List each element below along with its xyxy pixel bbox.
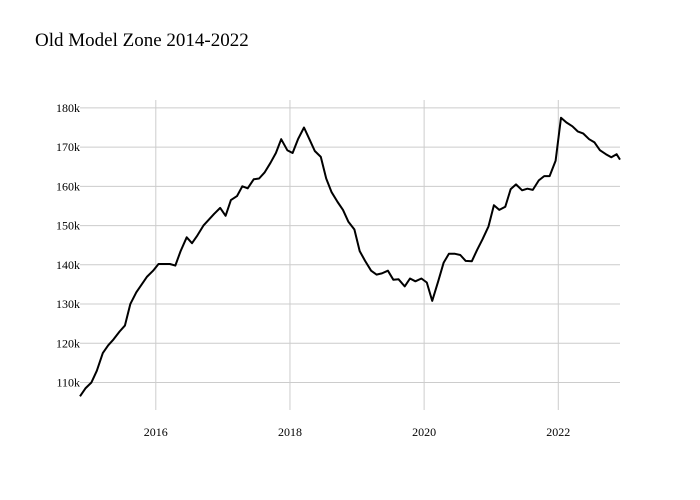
series-line xyxy=(79,116,621,397)
x-tick-label: 2016 xyxy=(144,425,168,439)
y-tick-label: 160k xyxy=(56,179,80,193)
grid-lines xyxy=(80,100,620,410)
y-tick-label: 140k xyxy=(56,258,80,272)
y-axis-ticks: 110k 120k 130k 140k 150k 160k 170k 180k xyxy=(56,101,80,390)
y-tick-label: 180k xyxy=(56,101,80,115)
chart-title: Old Model Zone 2014-2022 xyxy=(35,30,249,51)
y-tick-label: 150k xyxy=(56,219,80,233)
x-tick-label: 2020 xyxy=(412,425,436,439)
y-tick-label: 130k xyxy=(56,297,80,311)
y-tick-label: 110k xyxy=(56,376,80,390)
y-tick-label: 120k xyxy=(56,336,80,350)
x-axis-ticks: 2016 2018 2020 2022 xyxy=(144,425,570,439)
x-tick-label: 2022 xyxy=(546,425,570,439)
x-tick-label: 2018 xyxy=(278,425,302,439)
y-tick-label: 170k xyxy=(56,140,80,154)
series-layer xyxy=(79,116,621,397)
